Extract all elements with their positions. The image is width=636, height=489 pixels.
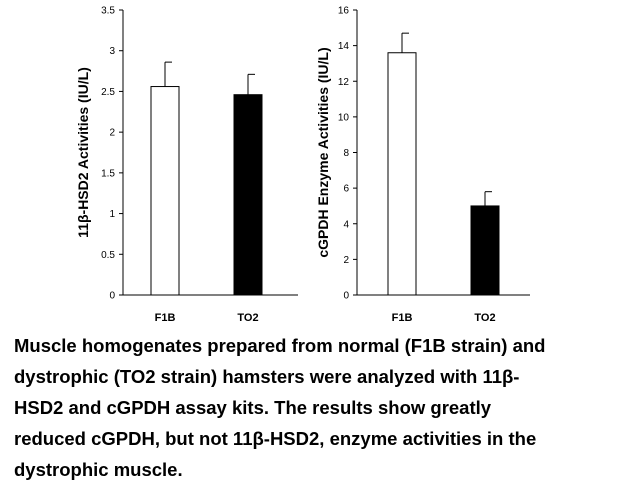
y-tick-label: 0 <box>343 291 349 302</box>
y-tick-label: 16 <box>338 6 350 17</box>
caption-line-5: dystrophic muscle. <box>14 459 183 480</box>
chart-cgpdh: 0 2 4 6 8 10 12 14 16 F1B TO2 cGPDH Enzyme Activiti… <box>315 6 530 324</box>
bar-f1b <box>150 86 180 296</box>
caption-line-4: reduced cGPDH, but not 11β-HSD2, enzyme … <box>14 428 537 449</box>
y-tick-label: 2 <box>343 255 349 266</box>
x-category-label: TO2 <box>237 312 258 324</box>
caption-line-3: HSD2 and cGPDH assay kits. The results s… <box>14 397 492 418</box>
caption-line-2: dystrophic (TO2 strain) hamsters were an… <box>14 366 520 387</box>
figure-caption: Muscle homogenates prepared from normal … <box>14 330 626 485</box>
y-axis-label: 11β-HSD2 Activities (IU/L) <box>75 67 91 238</box>
y-tick-label: 4 <box>343 219 349 230</box>
x-category-label: TO2 <box>474 312 495 324</box>
bar-to2 <box>233 94 263 296</box>
bar-to2 <box>470 205 500 296</box>
y-tick-label: 0.5 <box>101 250 115 261</box>
y-tick-label: 1 <box>109 209 115 220</box>
y-tick-label: 3.5 <box>101 6 115 17</box>
y-tick-label: 10 <box>338 112 350 123</box>
x-category-label: F1B <box>392 312 413 324</box>
y-tick-label: 1.5 <box>101 168 115 179</box>
y-tick-label: 2.5 <box>101 87 115 98</box>
y-axis-label: cGPDH Enzyme Activities (IU/L) <box>315 47 331 257</box>
y-tick-label: 0 <box>109 291 115 302</box>
chart-11b-hsd2: 0 0.5 1 1.5 2 2.5 3 3.5 F1B TO2 11β-HSD2 Activitie… <box>75 6 298 324</box>
x-category-label: F1B <box>155 312 176 324</box>
bar-f1b <box>387 52 417 296</box>
y-tick-label: 2 <box>109 128 115 139</box>
charts-area: 0 0.5 1 1.5 2 2.5 3 3.5 F1B TO2 11β-HSD2 Activitie… <box>75 6 530 324</box>
caption-line-1: Muscle homogenates prepared from normal … <box>14 335 546 356</box>
y-tick-label: 8 <box>343 148 349 159</box>
y-tick-label: 6 <box>343 184 349 195</box>
y-tick-label: 3 <box>109 46 115 57</box>
y-tick-label: 14 <box>338 41 350 52</box>
y-tick-label: 12 <box>338 77 350 88</box>
